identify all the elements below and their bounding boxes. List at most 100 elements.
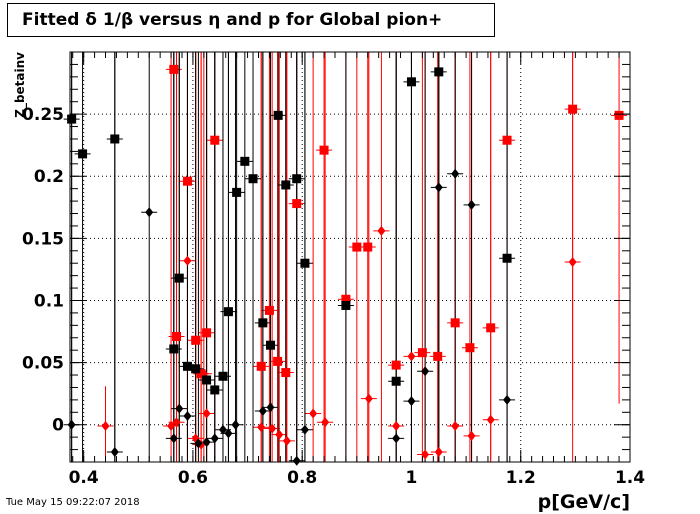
data-point-square (191, 364, 201, 374)
data-point-diamond (364, 393, 373, 404)
data-point-diamond (145, 207, 154, 218)
y-tick-label: 0 (52, 416, 64, 436)
y-tick-label: 0.15 (22, 229, 64, 249)
data-point-diamond (451, 168, 460, 179)
data-point-diamond (266, 402, 275, 413)
x-axis-ticks: 0.4 0.6 0.8 1 1.2 1.4 (69, 52, 645, 488)
data-point-diamond (451, 420, 460, 431)
data-point-square (210, 385, 220, 395)
data-point-square (450, 318, 460, 328)
y-tick-label: 0.05 (22, 354, 64, 374)
data-point-square (417, 348, 427, 358)
x-tick-label: 1.4 (615, 468, 645, 488)
data-point-square (352, 242, 362, 252)
data-point-diamond (421, 366, 430, 377)
data-point-square (182, 361, 192, 371)
data-point-diamond (202, 408, 211, 419)
data-point-square (232, 187, 242, 197)
data-point-diamond (467, 199, 476, 210)
x-tick-label: 1 (406, 468, 418, 488)
data-point-diamond (282, 435, 291, 446)
data-point-diamond (175, 403, 184, 414)
data-point-square (248, 174, 258, 184)
y-tick-label: 0.25 (22, 105, 64, 125)
data-point-square (182, 176, 192, 186)
data-point-square (391, 360, 401, 370)
data-point-square (218, 371, 228, 381)
data-point-square (341, 294, 351, 304)
x-tick-label: 0.8 (287, 468, 317, 488)
data-point-square (240, 156, 250, 166)
data-point-diamond (377, 225, 386, 236)
data-point-square (281, 368, 291, 378)
data-point-square (110, 134, 120, 144)
data-point-square (300, 258, 310, 268)
data-point-diamond (202, 437, 211, 448)
error-bars (63, 52, 628, 462)
data-point-square (266, 340, 276, 350)
data-point-square (292, 199, 302, 209)
data-point-diamond (321, 417, 330, 428)
data-point-square (341, 300, 351, 310)
data-point-square (502, 253, 512, 263)
data-point-square (210, 135, 220, 145)
data-point-diamond (568, 256, 577, 267)
data-point-diamond (257, 422, 266, 433)
data-point-square (223, 307, 233, 317)
data-point-square (67, 114, 77, 124)
data-point-square (363, 242, 373, 252)
x-tick-label: 1.2 (506, 468, 536, 488)
data-point-diamond (268, 423, 277, 434)
data-point-diamond (169, 433, 178, 444)
data-point-square (169, 64, 179, 74)
data-point-square (433, 351, 443, 361)
data-point-square (391, 376, 401, 386)
data-point-diamond (392, 420, 401, 431)
y-axis-ticks: 0 0.05 0.1 0.15 0.2 0.25 (22, 51, 630, 463)
data-point-square (406, 77, 416, 87)
data-point-square (465, 343, 475, 353)
data-point-diamond (392, 433, 401, 444)
data-point-diamond (467, 430, 476, 441)
data-point-diamond (231, 419, 240, 430)
data-point-diamond (309, 408, 318, 419)
data-point-diamond (407, 351, 416, 362)
data-point-diamond (183, 255, 192, 266)
data-point-diamond (110, 447, 119, 458)
data-point-square (78, 149, 88, 159)
plot-frame (69, 51, 631, 463)
data-point-diamond (300, 424, 309, 435)
data-point-square (273, 356, 283, 366)
data-point-diamond (194, 438, 203, 449)
data-point-diamond (275, 429, 284, 440)
data-point-diamond (434, 182, 443, 193)
data-point-diamond (486, 414, 495, 425)
data-point-square (191, 335, 201, 345)
data-point-diamond (167, 420, 176, 431)
y-tick-label: 0.2 (34, 167, 64, 187)
data-point-diamond (210, 433, 219, 444)
data-point-diamond (172, 417, 181, 428)
data-point-square (292, 174, 302, 184)
data-point-square (256, 361, 266, 371)
data-point-diamond (434, 447, 443, 458)
data-point-square (486, 323, 496, 333)
data-markers (67, 64, 624, 466)
data-point-square (202, 375, 212, 385)
grid-lines (70, 52, 631, 462)
data-point-square (174, 273, 184, 283)
y-axis-label: Z_betainv (13, 52, 28, 118)
data-point-square (169, 344, 179, 354)
chart-title-box: Fitted δ 1/β versus η and p for Global p… (7, 3, 495, 37)
data-point-diamond (101, 420, 110, 431)
data-point-square (434, 67, 444, 77)
x-axis-label: p[GeV/c] (538, 491, 630, 513)
y-tick-label: 0.1 (34, 291, 64, 311)
data-point-diamond (503, 394, 512, 405)
data-point-square (258, 318, 268, 328)
data-point-diamond (292, 455, 301, 466)
chart-title: Fitted δ 1/β versus η and p for Global p… (22, 10, 443, 30)
data-point-square (264, 305, 274, 315)
data-point-diamond (421, 449, 430, 460)
